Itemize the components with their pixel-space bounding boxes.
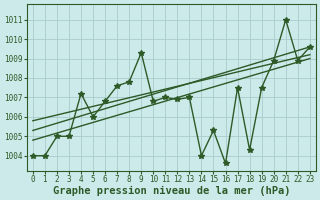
X-axis label: Graphe pression niveau de la mer (hPa): Graphe pression niveau de la mer (hPa) [52, 186, 290, 196]
